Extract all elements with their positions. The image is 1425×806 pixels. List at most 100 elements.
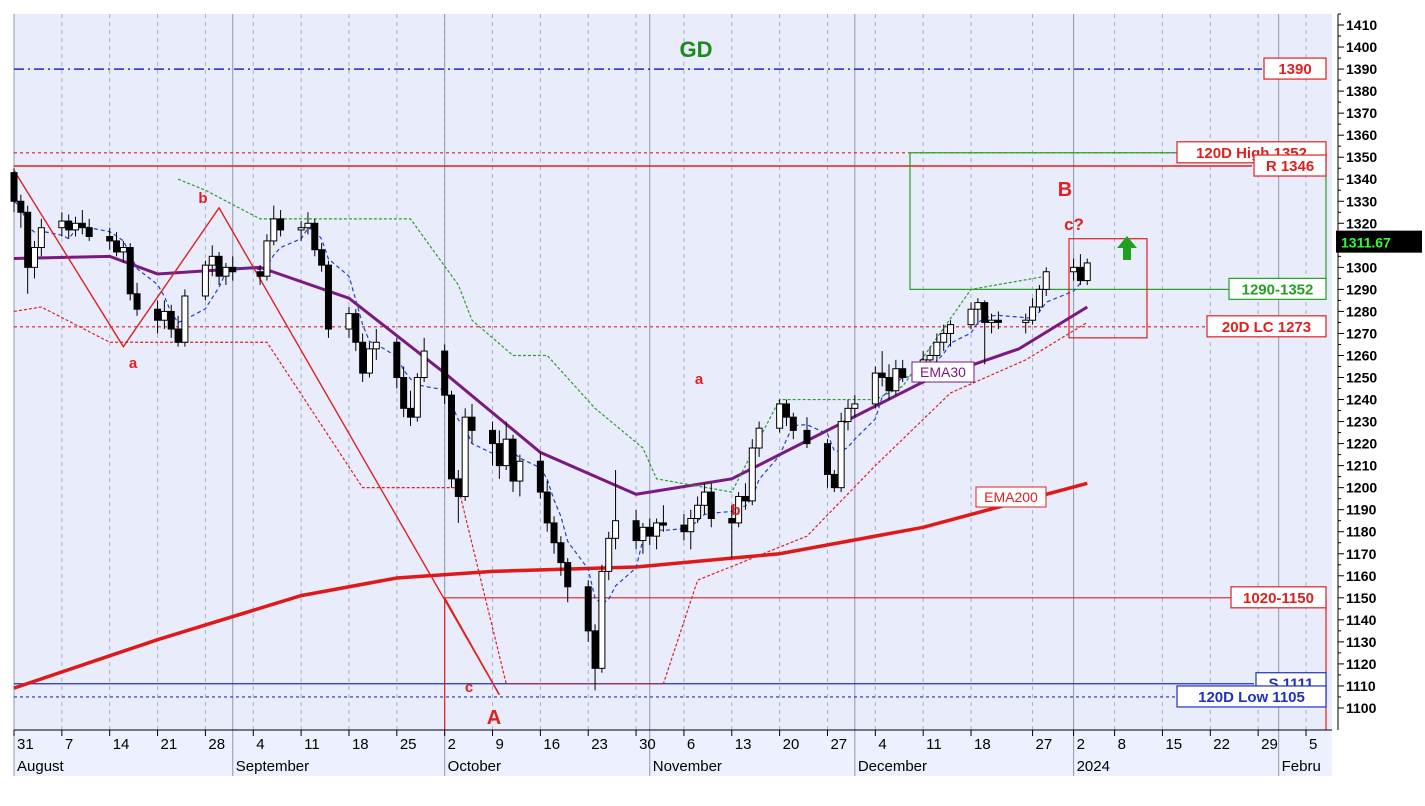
x-tick-label: 22 [1213, 736, 1230, 753]
month-label: Febru [1282, 758, 1321, 775]
candle-body [10, 172, 18, 202]
y-tick-label: 1340 [1346, 171, 1377, 187]
candle-body [687, 518, 695, 533]
up-arrow-icon [1117, 236, 1137, 260]
candle-body [748, 447, 756, 502]
wave-label-a2: a [695, 371, 704, 388]
candle-body [659, 522, 667, 526]
label-1390: 1390 [1278, 61, 1311, 78]
y-tick-label: 1380 [1346, 83, 1377, 99]
candle-body [646, 526, 654, 537]
candle-body [372, 341, 380, 350]
candle-body [564, 562, 572, 588]
candle-body [106, 236, 114, 242]
candle-body [632, 520, 640, 542]
trailing-stop-lower [13, 306, 1088, 685]
candle-body [776, 403, 784, 429]
candle-body [1083, 262, 1091, 282]
candle-body [536, 460, 544, 493]
y-tick-label: 1120 [1346, 656, 1377, 672]
candle-body [119, 247, 127, 253]
x-tick-label: 27 [1036, 736, 1053, 753]
candle-body [448, 394, 456, 480]
candle-body [270, 218, 278, 242]
candle-body [639, 526, 647, 542]
x-tick-label: 27 [830, 736, 847, 753]
candle-body [400, 377, 408, 409]
y-tick-label: 1210 [1346, 458, 1377, 474]
y-tick-label: 1250 [1346, 370, 1377, 386]
candle-body [208, 255, 216, 266]
x-tick-label: 9 [496, 736, 504, 753]
candle-body [926, 354, 934, 361]
y-tick-label: 1150 [1346, 590, 1377, 606]
candle-body [441, 350, 449, 396]
ema200-label-box [975, 486, 1047, 508]
x-tick-label: 21 [161, 736, 178, 753]
x-tick-label: 18 [974, 736, 991, 753]
x-tick-label: 7 [65, 736, 73, 753]
x-tick-label: 23 [591, 736, 608, 753]
candle-body [899, 368, 907, 379]
wave-label-c1: c [465, 679, 473, 696]
wave-label-b1: b [198, 190, 207, 207]
month-label: August [17, 758, 65, 775]
last-price-label: 1311.67 [1341, 235, 1391, 251]
candle-body [78, 222, 86, 229]
x-tick-label: 4 [256, 736, 264, 753]
label-20d-lc: 20D LC 1273 [1222, 319, 1311, 336]
x-tick-label: 16 [543, 736, 560, 753]
candle-body [113, 240, 121, 253]
candle-body [728, 518, 736, 524]
candle-body [947, 324, 955, 334]
x-tick-label: 30 [639, 736, 656, 753]
y-tick-label: 1260 [1346, 347, 1377, 363]
candle-body [359, 341, 367, 374]
candle-body [605, 537, 613, 572]
label-1020-1150: 1020-1150 [1243, 590, 1314, 607]
candle-body [967, 308, 975, 326]
plot-background [14, 14, 1332, 730]
candle-body [516, 460, 524, 482]
x-tick-label: 2 [1077, 736, 1085, 753]
candle-body [420, 350, 428, 379]
candle-body [1042, 271, 1050, 290]
candle-body [37, 227, 45, 249]
candle-body [543, 491, 551, 524]
x-tick-label: 15 [1165, 736, 1182, 753]
candle-body [365, 348, 373, 374]
candle-body [509, 438, 517, 482]
candle-body [885, 377, 893, 392]
candle-body [782, 403, 790, 418]
candle-body [489, 429, 497, 445]
candle-body [878, 372, 886, 379]
y-tick-label: 1360 [1346, 127, 1377, 143]
candle-body [167, 310, 175, 330]
y-tick-label: 1280 [1346, 303, 1377, 319]
candle-body [454, 478, 462, 497]
candle-body [612, 520, 620, 539]
last-price-box [1336, 230, 1422, 253]
y-tick-label: 1350 [1346, 149, 1377, 165]
candle-body [933, 341, 941, 356]
wave-label-a1: a [129, 355, 138, 372]
candle-body [58, 220, 66, 229]
wave-label-b2: b [731, 502, 740, 519]
x-tick-label: 25 [400, 736, 417, 753]
y-tick-label: 1180 [1346, 524, 1377, 540]
y-tick-label: 1390 [1346, 61, 1377, 77]
y-tick-label: 1170 [1346, 546, 1377, 562]
x-tick-label: 29 [1261, 736, 1278, 753]
candle-body [215, 255, 223, 277]
candle-body [318, 249, 326, 266]
candle-body [133, 293, 141, 310]
x-tick-label: 11 [926, 736, 942, 753]
x-tick-label: 8 [1118, 736, 1126, 753]
wave-line-1 [13, 170, 500, 696]
y-tick-label: 1140 [1346, 612, 1377, 628]
month-label: October [448, 758, 501, 775]
y-tick-label: 1330 [1346, 193, 1377, 209]
candle-body [707, 491, 715, 520]
y-tick-label: 1100 [1346, 700, 1377, 716]
